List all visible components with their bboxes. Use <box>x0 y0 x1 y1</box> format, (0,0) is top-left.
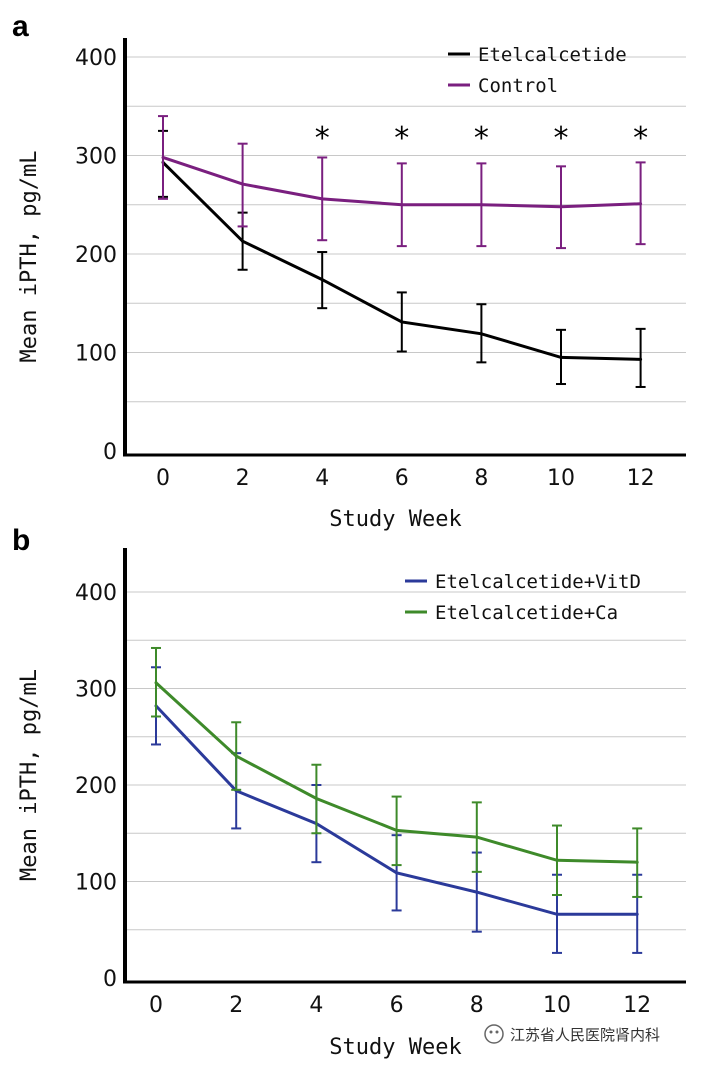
data-point <box>395 828 399 832</box>
y-tick-label: 300 <box>75 678 117 703</box>
x-axis-label: Study Week <box>329 507 461 532</box>
data-point <box>400 203 404 207</box>
data-point <box>479 332 483 336</box>
legend-label: Control <box>478 75 558 97</box>
data-point <box>635 912 639 916</box>
x-tick-label: 4 <box>309 993 323 1018</box>
data-point <box>320 278 324 282</box>
x-tick-label: 8 <box>470 993 484 1018</box>
x-tick-label: 2 <box>236 466 250 491</box>
legend-label: Etelcalcetide+VitD <box>435 571 641 593</box>
y-axis-label: Mean iPTH, pg/mL <box>17 151 42 363</box>
watermark-text: 江苏省人民医院肾内科 <box>510 1026 660 1044</box>
wechat-icon <box>484 1024 504 1044</box>
significance-star: * <box>394 121 409 156</box>
x-tick-label: 10 <box>547 466 575 491</box>
x-tick-label: 4 <box>315 466 329 491</box>
legend-label: Etelcalcetide+Ca <box>435 602 618 624</box>
x-tick-label: 12 <box>623 993 651 1018</box>
data-point <box>314 797 318 801</box>
y-tick-label: 100 <box>75 871 117 896</box>
x-axis-label: Study Week <box>329 1035 461 1060</box>
panel-letter: b <box>12 524 30 557</box>
series-control <box>158 115 646 250</box>
significance-star: * <box>474 121 489 156</box>
data-point <box>635 860 639 864</box>
legend-label: Etelcalcetide <box>478 44 627 66</box>
chart-panel-a: a 0 100 200 300 400 0 2 4 6 8 10 12 Study Week Mean iP… <box>12 10 686 532</box>
x-tick-label: 0 <box>149 993 163 1018</box>
data-point <box>479 203 483 207</box>
data-point <box>475 835 479 839</box>
data-point <box>154 681 158 685</box>
data-point <box>639 357 643 361</box>
y-tick-label: 400 <box>75 46 117 71</box>
data-point <box>241 182 245 186</box>
x-tick-label: 12 <box>627 466 655 491</box>
significance-star: * <box>315 121 330 156</box>
data-point <box>395 871 399 875</box>
data-point <box>161 155 165 159</box>
significance-star: * <box>633 121 648 156</box>
y-tick-label: 100 <box>75 342 117 367</box>
y-tick-label: 300 <box>75 145 117 170</box>
x-tick-label: 8 <box>474 466 488 491</box>
data-point <box>555 912 559 916</box>
data-point <box>320 197 324 201</box>
y-tick-label: 200 <box>75 243 117 268</box>
significance-star: * <box>554 121 569 156</box>
data-point <box>234 754 238 758</box>
watermark: 江苏省人民医院肾内科 <box>484 1024 660 1044</box>
x-tick-label: 6 <box>390 993 404 1018</box>
y-axis-label: Mean iPTH, pg/mL <box>17 669 42 881</box>
y-tick-label: 200 <box>75 774 117 799</box>
panel-letter: a <box>12 10 29 43</box>
x-tick-label: 0 <box>156 466 170 491</box>
chart-panel-b: b 0 100 200 300 400 0 2 4 6 8 10 12 Study Week Mean iP… <box>12 524 686 1060</box>
series-etelcalcetide-ca <box>151 646 643 898</box>
y-tick-label: 0 <box>103 440 117 465</box>
data-point <box>639 202 643 206</box>
data-point <box>400 320 404 324</box>
y-tick-label: 400 <box>75 581 117 606</box>
data-point <box>241 239 245 243</box>
data-point <box>559 205 563 209</box>
x-tick-label: 2 <box>229 993 243 1018</box>
data-point <box>555 858 559 862</box>
data-point <box>475 890 479 894</box>
y-tick-label: 0 <box>103 967 117 992</box>
x-tick-label: 6 <box>395 466 409 491</box>
data-point <box>559 355 563 359</box>
x-tick-label: 10 <box>543 993 571 1018</box>
